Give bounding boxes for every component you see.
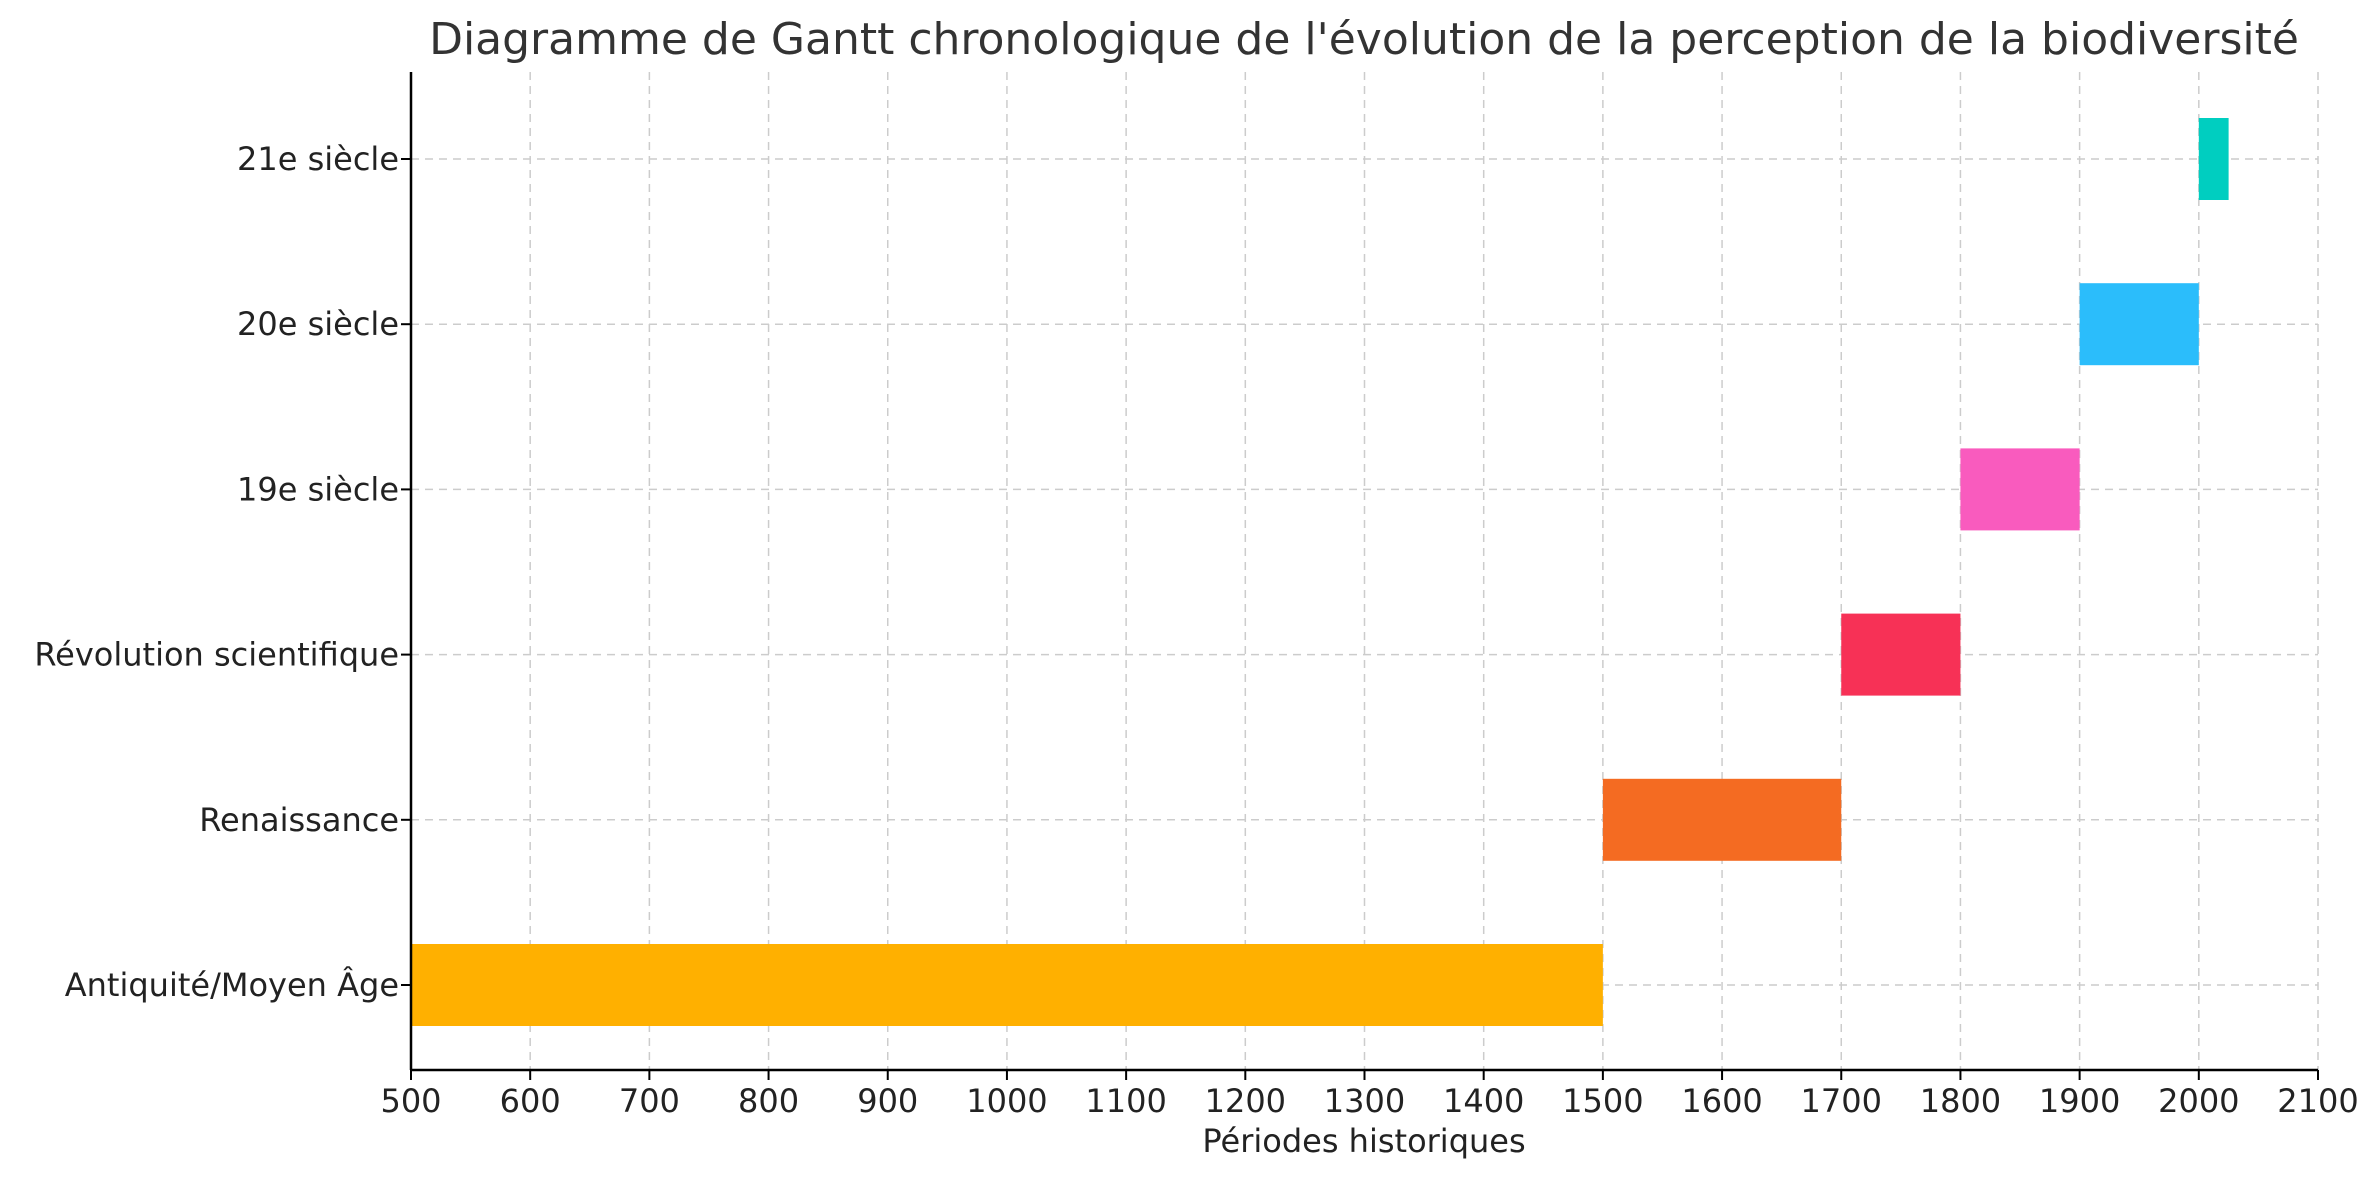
y-axis-ticks: Antiquité/Moyen Âge Renaissance Révolution… (34, 140, 411, 1004)
x-tick-label: 1900 (2039, 1082, 2120, 1120)
gantt-bar (1841, 613, 1961, 696)
x-tick-label: 1300 (1324, 1082, 1405, 1120)
axes (409, 72, 2318, 1072)
x-tick-label: 500 (380, 1082, 441, 1120)
x-tick-label: 1100 (1085, 1082, 1166, 1120)
x-tick-label: 1700 (1801, 1082, 1882, 1120)
x-tick-label: 1800 (1920, 1082, 2001, 1120)
chart-title: Diagramme de Gantt chronologique de l'év… (429, 14, 2299, 65)
y-tick-label: Antiquité/Moyen Âge (65, 966, 399, 1004)
y-tick-label: 19e siècle (237, 470, 399, 508)
x-tick-label: 2000 (2158, 1082, 2239, 1120)
gantt-bar (411, 944, 1603, 1026)
y-tick-label: 21e siècle (237, 140, 399, 178)
x-tick-label: 1600 (1681, 1082, 1762, 1120)
y-tick-label: Renaissance (199, 801, 399, 839)
bars (411, 118, 2229, 1026)
x-tick-label: 2100 (2277, 1082, 2358, 1120)
x-tick-label: 1200 (1205, 1082, 1286, 1120)
gantt-bar (1960, 448, 2080, 531)
x-tick-label: 1500 (1562, 1082, 1643, 1120)
gantt-bar (2079, 283, 2199, 366)
x-tick-label: 900 (857, 1082, 918, 1120)
x-tick-label: 600 (500, 1082, 561, 1120)
gantt-bar (2198, 118, 2229, 200)
x-tick-label: 700 (619, 1082, 680, 1120)
gantt-bar (1602, 778, 1842, 861)
x-axis-label: Périodes historiques (1202, 1122, 1525, 1160)
y-tick-label: Révolution scientifique (34, 636, 399, 674)
x-axis-ticks: 500 600 700 800 900 1000 1100 1200 1300 1400 1500 1… (380, 1070, 2359, 1120)
y-tick-label: 20e siècle (237, 305, 399, 343)
x-tick-label: 1000 (966, 1082, 1047, 1120)
grid (410, 72, 2319, 1070)
x-tick-label: 1400 (1443, 1082, 1524, 1120)
x-tick-label: 800 (738, 1082, 799, 1120)
